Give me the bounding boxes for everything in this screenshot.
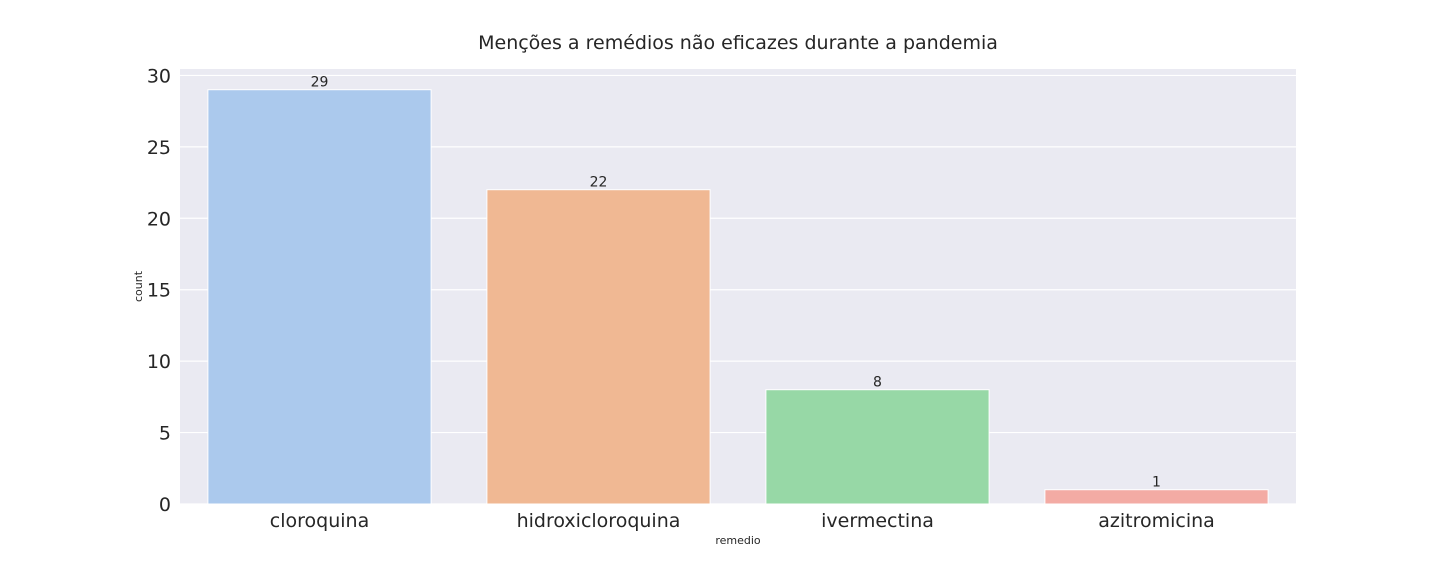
- chart-title: Menções a remédios não eficazes durante …: [478, 32, 998, 54]
- data-label: 22: [590, 175, 608, 191]
- y-tick-label: 15: [147, 280, 171, 302]
- y-tick-label: 20: [147, 208, 171, 230]
- x-axis-ticks: cloroquina hidroxicloroquina ivermectina az…: [270, 510, 1215, 532]
- x-tick-label: ivermectina: [821, 510, 934, 532]
- bar-cloroquina: [207, 89, 432, 505]
- y-tick-label: 0: [159, 494, 171, 516]
- x-tick-label: hidroxicloroquina: [517, 510, 681, 532]
- data-label: 8: [873, 375, 882, 391]
- y-tick-label: 10: [147, 351, 171, 373]
- y-tick-label: 5: [159, 423, 171, 445]
- bar-hidroxicloroquina: [486, 189, 711, 505]
- x-tick-label: cloroquina: [270, 510, 369, 532]
- data-labels: 29 22 8 1: [311, 75, 1161, 491]
- y-axis-ticks: 0 5 10 15 20 25 30: [147, 65, 171, 516]
- y-axis-label: count: [132, 270, 145, 302]
- data-label: 29: [311, 75, 329, 91]
- x-tick-label: azitromicina: [1098, 510, 1215, 532]
- x-axis-label: remedio: [715, 534, 761, 547]
- bars: [207, 89, 1269, 505]
- y-tick-label: 25: [147, 137, 171, 159]
- data-label: 1: [1152, 475, 1161, 491]
- bar-ivermectina: [765, 389, 990, 505]
- y-tick-label: 30: [147, 65, 171, 87]
- bar-azitromicina: [1044, 489, 1269, 505]
